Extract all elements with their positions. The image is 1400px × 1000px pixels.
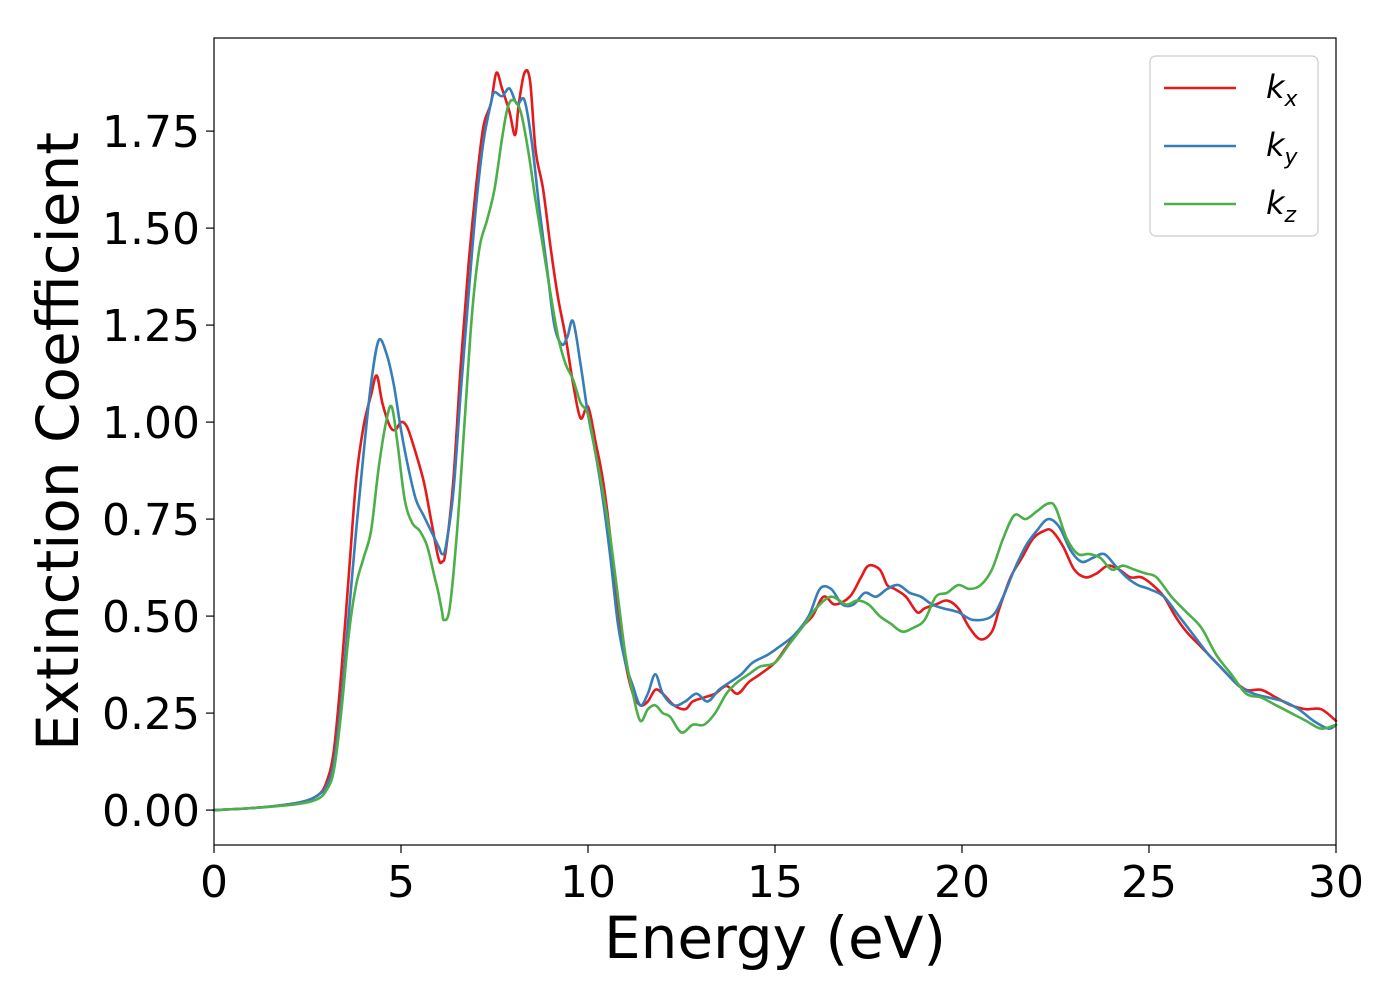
legend-label-kz: kz	[1266, 184, 1297, 228]
ticks-layer: 0 5 10 15 20 25 30 0.00 0.25 0.50 0.75 1.00 1.25 1.50…	[102, 107, 1364, 908]
x-axis-title: Energy (eV)	[604, 904, 946, 972]
legend-label-main: k	[1266, 184, 1286, 222]
y-tick-label: 0.25	[102, 689, 200, 740]
y-tick-label: 1.00	[102, 398, 200, 449]
series-line-kx	[212, 68, 1338, 812]
x-tick-label: 5	[387, 857, 415, 908]
x-tick-label: 25	[1121, 857, 1177, 908]
x-tick-label: 0	[200, 857, 228, 908]
y-tick-label: 0.50	[102, 592, 200, 643]
y-axis-title: Extinction Coefficient	[24, 132, 92, 751]
legend-label-ky: ky	[1266, 126, 1299, 170]
legend-label-subscript: y	[1284, 145, 1299, 170]
y-tick-label: 1.50	[102, 204, 200, 255]
legend-label-subscript: x	[1284, 87, 1299, 112]
legend-label-main: k	[1266, 68, 1286, 106]
legend-label-main: k	[1266, 126, 1286, 164]
legend-label-subscript: z	[1284, 203, 1297, 228]
series-line-kz	[212, 98, 1338, 812]
y-tick-label: 0.00	[102, 786, 200, 837]
x-tick-label: 30	[1308, 857, 1364, 908]
y-tick-label: 1.75	[102, 107, 200, 158]
series-line-ky	[212, 87, 1338, 812]
x-tick-label: 10	[560, 857, 616, 908]
y-tick-label: 1.25	[102, 301, 200, 352]
series-layer	[212, 68, 1338, 812]
y-tick-label: 0.75	[102, 495, 200, 546]
legend-label-kx: kx	[1266, 68, 1299, 112]
x-tick-label: 20	[934, 857, 990, 908]
x-tick-label: 15	[747, 857, 803, 908]
